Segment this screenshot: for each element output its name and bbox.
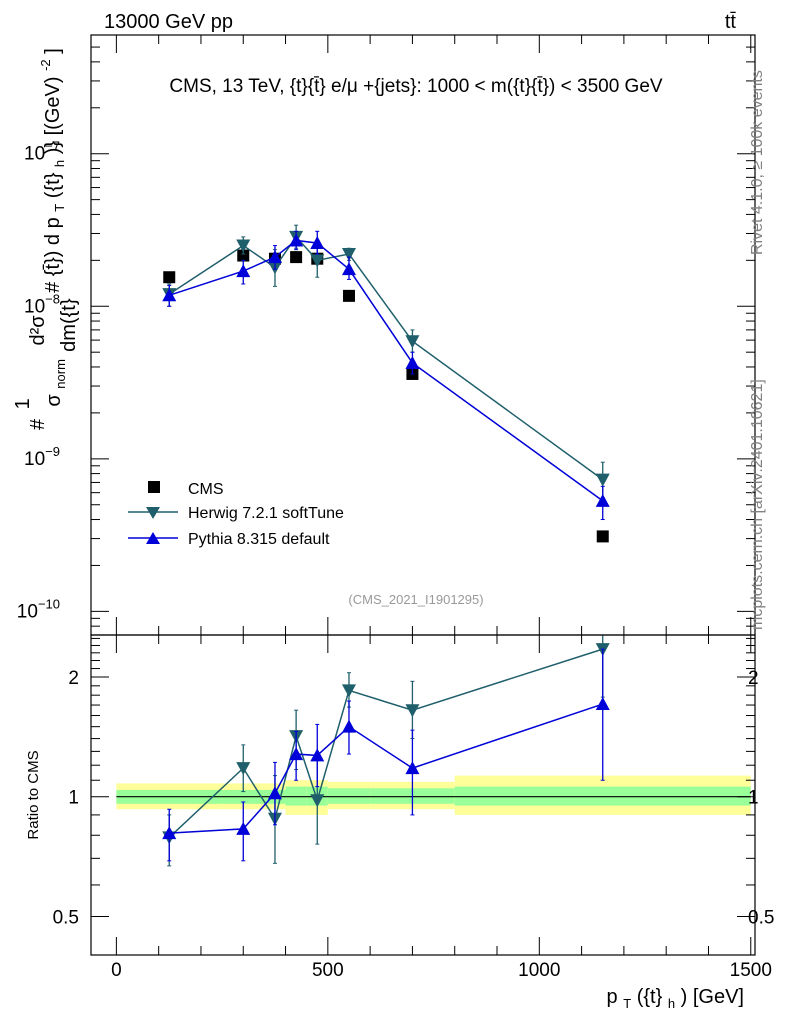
ratio-herwig-point	[236, 762, 251, 776]
main-ytick-labels: 10−10 10−9 10−8 10−7	[17, 139, 60, 623]
ylabel-mid2: {t̄}) d p	[42, 217, 64, 276]
ratio-pythia-point	[267, 786, 282, 800]
main-ylabel-text: # 1 σ norm d²σ dm({t} # {t̄}) d p T ({t}…	[12, 48, 80, 430]
ratio-ytick-label: 1	[68, 788, 79, 809]
ratio-ytick-label-right: 2	[748, 668, 759, 689]
main-pythia-point	[405, 355, 420, 369]
main-pythia-point	[595, 493, 610, 507]
ratio-pythia-point	[162, 826, 177, 840]
main-pythia-point	[162, 288, 177, 302]
ratio-herwig-line	[168, 648, 603, 838]
legend: CMS Herwig 7.2.1 softTune Pythia 8.315 d…	[128, 481, 344, 548]
ratio-band-inner	[285, 786, 307, 806]
x-axis-label: p T ({t} h ) [GeV]	[607, 986, 745, 1013]
legend-cms-marker	[148, 481, 160, 493]
ratio-panel: 0.5 0.5 1 1 2 2 0 500 1000 1500 Ratio to CMS p T…	[25, 634, 775, 1013]
main-pythia-point	[267, 250, 282, 264]
header-final-state: tt̄	[725, 11, 737, 33]
ratio-herwig-point	[341, 684, 356, 698]
ratio-axis-ticks	[91, 635, 755, 956]
xlabel-end: ) [GeV]	[681, 986, 744, 1008]
ylabel-unit-sup: -2	[38, 59, 53, 71]
xtick-label: 1500	[730, 960, 772, 981]
chart-title: CMS, 13 TeV, {t}{t̄} e/μ +{jets}: 1000 <…	[169, 76, 662, 97]
main-herwig-point	[341, 248, 356, 262]
main-ytick-label: 10−8	[24, 291, 60, 317]
ratio-pythia-point	[236, 821, 251, 835]
legend-herwig-label: Herwig 7.2.1 softTune	[188, 505, 344, 522]
ylabel-close: ]	[42, 48, 64, 54]
main-axis-ticks	[91, 34, 755, 635]
analysis-id: (CMS_2021_I1901295)	[348, 592, 483, 607]
ratio-herwig-point	[405, 704, 420, 718]
ratio-ytick-label-right: 0.5	[748, 907, 774, 928]
xtick-label: 1000	[518, 960, 560, 981]
main-panel: CMS, 13 TeV, {t}{t̄} e/μ +{jets}: 1000 <…	[12, 34, 756, 636]
main-herwig-point	[310, 254, 325, 268]
ratio-pythia-point	[289, 747, 304, 761]
ratio-uncertainty-bands	[116, 775, 751, 815]
main-ytick-label: 10−10	[17, 596, 60, 622]
main-pythia-point	[310, 235, 325, 249]
ratio-pythia-point	[341, 719, 356, 733]
main-cms-point	[596, 530, 609, 543]
main-pythia-line	[169, 239, 604, 502]
legend-pythia-label: Pythia 8.315 default	[188, 531, 330, 548]
main-pythia-point	[341, 262, 356, 276]
xtick-label: 0	[111, 960, 122, 981]
main-data	[162, 224, 610, 543]
ylabel-frac1-den-sub: norm	[53, 359, 68, 389]
main-herwig-line	[168, 235, 604, 481]
ylabel-lead: #	[27, 418, 49, 430]
main-cms-point	[290, 251, 303, 264]
ylabel-mid: #	[42, 281, 64, 293]
xlabel-mid: ({t}	[637, 986, 663, 1008]
ylabel-frac1-num: 1	[12, 398, 34, 409]
ratio-ytick-label: 0.5	[53, 907, 79, 928]
main-herwig-point	[595, 473, 610, 487]
main-pythia-point	[236, 264, 251, 278]
ylabel-mid3: ({t}	[42, 172, 64, 198]
main-herwig-point	[405, 335, 420, 349]
ylabel-frac2-den: dm({t}	[58, 298, 80, 352]
ylabel-frac2-num: d²σ	[27, 315, 49, 346]
main-cms-point	[237, 249, 250, 262]
legend-herwig-marker	[146, 507, 160, 519]
ratio-pythia-point	[310, 748, 325, 762]
main-pythia-point	[289, 233, 304, 247]
ylabel-frac1-den: σ	[43, 394, 65, 407]
xtick-labels: 0 500 1000 1500	[111, 960, 772, 981]
ratio-herwig-point	[310, 794, 325, 808]
main-ytick-label: 10−9	[24, 444, 60, 470]
ratio-frame	[90, 634, 756, 956]
main-herwig-point	[236, 239, 251, 253]
main-ylabel: # 1 σ norm d²σ dm({t} # {t̄}) d p T ({t}…	[12, 48, 80, 430]
legend-cms-label: CMS	[188, 481, 224, 498]
ratio-ytick-label-right: 1	[748, 788, 759, 809]
ratio-ytick-labels: 0.5 0.5 1 1 2 2	[53, 668, 775, 928]
rivet-version-label: Rivet 4.1.0, ≥ 100k events	[749, 70, 766, 255]
main-cms-point	[342, 289, 355, 302]
ratio-ylabel: Ratio to CMS	[25, 750, 42, 839]
ylabel-unit: )} [(GeV)	[42, 76, 64, 154]
ratio-ytick-label: 2	[68, 668, 79, 689]
legend-pythia-marker	[146, 532, 160, 544]
ratio-pythia-point	[405, 761, 420, 775]
xlabel-main: p	[607, 986, 618, 1008]
xlabel-sub1: T	[623, 996, 631, 1011]
ylabel-mid3-sub: h	[52, 160, 67, 167]
mcplots-source-label: mcplots.cern.ch [arXiv:2401.10621]	[749, 379, 766, 630]
ratio-pythia-point	[595, 697, 610, 711]
ratio-pythia-line	[169, 703, 603, 834]
xtick-label: 500	[312, 960, 344, 981]
header-process: 13000 GeV pp	[104, 11, 233, 33]
ratio-band-inner	[454, 786, 751, 806]
main-cms-point	[163, 271, 176, 284]
xlabel-sub2: h	[668, 996, 675, 1011]
ylabel-mid2-sub: T	[52, 204, 67, 212]
main-ytick-label: 10−7	[24, 139, 60, 165]
ratio-band-inner	[327, 788, 371, 804]
ratio-data	[162, 635, 610, 867]
